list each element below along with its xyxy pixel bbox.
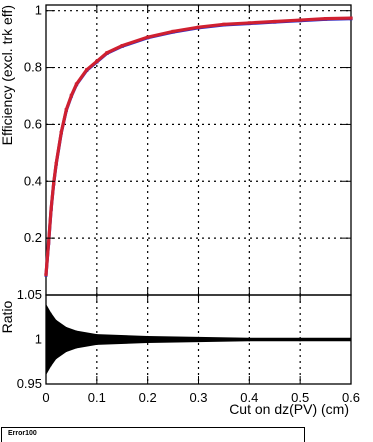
top-y-axis-label: Efficiency (excl. trk eff) — [0, 5, 15, 145]
efficiency-point — [46, 241, 51, 245]
efficiency-point — [273, 19, 277, 24]
efficiency-point — [298, 18, 302, 22]
efficiency-point — [44, 272, 48, 277]
efficiency-point — [349, 16, 353, 20]
x-tick-label: 0 — [42, 390, 49, 405]
x-axis-label: Cut on dz(PV) (cm) — [229, 401, 349, 417]
x-tick-label: 0.2 — [139, 390, 157, 405]
y-tick-label: 1 — [35, 3, 42, 18]
efficiency-series-line-1 — [44, 16, 352, 275]
top-ticks: 0.2 0.4 0.6 0.8 1 — [24, 3, 352, 295]
x-tick-label: 0.3 — [189, 390, 207, 405]
bottom-y-axis-label: Ratio — [0, 300, 15, 333]
y-tick-label: 0.2 — [24, 230, 42, 245]
efficiency-point — [54, 162, 58, 166]
bottom-ratio-panel: 0 0.1 0.2 0.3 0.4 0.5 0.6 0.95 1 1.05 Ratio Cut o… — [0, 287, 360, 417]
efficiency-point — [171, 29, 175, 34]
x-tick-label: 0.5 — [291, 390, 309, 405]
y-tick-label: 0.8 — [24, 60, 42, 75]
efficiency-series-line-0 — [44, 17, 352, 276]
top-series — [44, 16, 353, 277]
efficiency-point — [120, 44, 124, 48]
efficiency-point — [64, 108, 68, 112]
efficiency-point — [196, 25, 201, 29]
x-tick-label: 0.6 — [342, 390, 360, 405]
efficiency-point — [222, 22, 226, 26]
x-tick-label: 0.1 — [88, 390, 106, 405]
top-efficiency-panel: 0.2 0.4 0.6 0.8 1 Efficiency (excl. trk eff) — [0, 3, 353, 296]
y-tick-label: 1.05 — [17, 287, 42, 302]
efficiency-point — [74, 82, 79, 86]
efficiency-point — [69, 93, 74, 98]
legend-box: Error100 — [1, 427, 305, 442]
bottom-ticks: 0 0.1 0.2 0.3 0.4 0.5 0.6 0.95 1 1.05 — [17, 287, 360, 405]
efficiency-point — [59, 130, 63, 134]
y-tick-label: 0.6 — [24, 116, 42, 131]
efficiency-point — [247, 21, 251, 25]
efficiency-point — [95, 59, 99, 63]
efficiency-point — [105, 51, 109, 55]
efficiency-point — [49, 207, 53, 211]
y-tick-label: 0.95 — [17, 376, 42, 391]
y-tick-label: 0.4 — [24, 173, 42, 188]
efficiency-point — [85, 68, 89, 72]
top-grid — [46, 5, 351, 295]
efficiency-point — [52, 181, 56, 186]
efficiency-point — [146, 35, 150, 39]
x-tick-label: 0.4 — [240, 390, 258, 405]
efficiency-point — [323, 17, 328, 21]
y-tick-label: 1 — [35, 332, 42, 347]
